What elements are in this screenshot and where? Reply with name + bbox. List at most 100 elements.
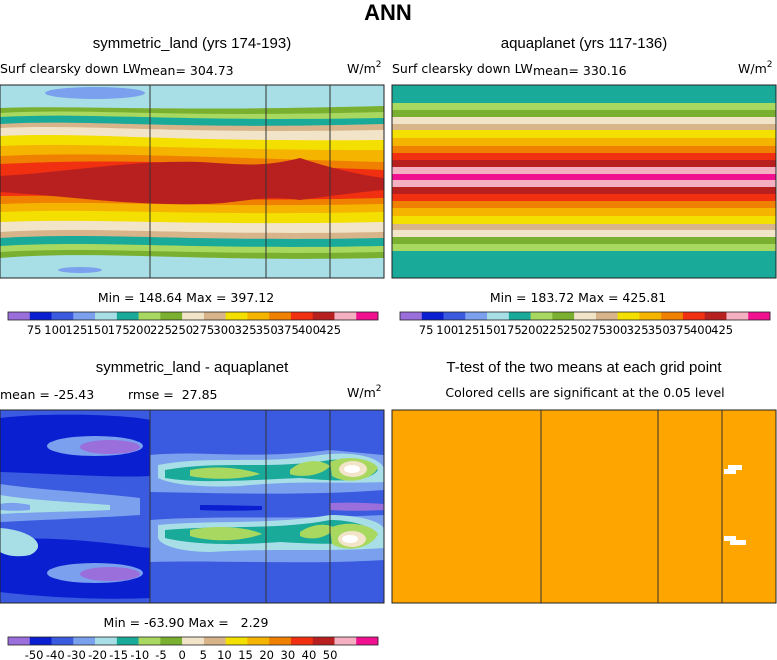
colorbar-tick-label: 250	[563, 323, 585, 337]
colorbar-tick-label: 325	[627, 323, 649, 337]
colorbar: -50 -40 -30 -20 -15 -10 -5 0 5 10 15 20 30 40 50	[7, 636, 379, 660]
colorbar-tick-label: -10	[130, 648, 149, 660]
colorbar-swatch	[574, 312, 597, 320]
colorbar-swatch	[530, 312, 553, 320]
colorbar-swatch	[8, 312, 31, 320]
variable-label: Surf clearsky down LW	[0, 61, 141, 76]
colorbar-tick-label: 50	[323, 648, 338, 660]
colorbar-swatch	[29, 312, 52, 320]
colorbar-swatch	[595, 312, 618, 320]
colorbar-tick-label: 225	[542, 323, 564, 337]
colorbar-tick-label: 40	[302, 648, 317, 660]
colorbar-swatch	[73, 312, 96, 320]
colorbar-swatch	[160, 312, 183, 320]
colorbar-swatch	[160, 637, 183, 645]
colorbar-swatch	[356, 312, 379, 320]
colorbar-swatch	[116, 312, 139, 320]
colorbar-tick-label: 150	[87, 323, 109, 337]
panel-title: symmetric_land (yrs 174-193)	[93, 35, 291, 52]
plot-frame	[0, 84, 385, 279]
plot-frame	[391, 84, 777, 279]
colorbar-tick-label: 300	[213, 323, 235, 337]
colorbar-swatch	[247, 637, 270, 645]
colorbar-swatch	[682, 312, 706, 320]
colorbar-swatch	[704, 312, 727, 320]
panel-title: T-test of the two means at each grid poi…	[446, 359, 722, 376]
colorbar-tick-label: 350	[648, 323, 670, 337]
panel-ttest: T-test of the two means at each grid poi…	[391, 359, 777, 604]
colorbar-swatch	[247, 312, 270, 320]
colorbar-swatch	[8, 637, 31, 645]
colorbar-tick-label: 30	[281, 648, 296, 660]
colorbar-tick-label: 20	[259, 648, 274, 660]
colorbar-tick-label: 125	[65, 323, 87, 337]
colorbar-swatch	[203, 312, 226, 320]
colorbar-swatch	[95, 637, 118, 645]
units-label: W/m2	[738, 60, 772, 76]
colorbar-swatch	[269, 637, 292, 645]
colorbar-frame	[7, 636, 379, 646]
colorbar-tick-label: 75	[27, 323, 42, 337]
variable-label: Surf clearsky down LW	[392, 61, 533, 76]
contour-field	[0, 410, 384, 603]
panel-title: aquaplanet (yrs 117-136)	[501, 35, 668, 52]
colorbar-swatch	[269, 312, 292, 320]
colorbar-swatch	[51, 637, 74, 645]
plot-frame	[0, 409, 385, 604]
panel-symmetric-land: symmetric_land (yrs 174-193) Surf clears…	[0, 35, 385, 337]
colorbar-swatch	[138, 312, 161, 320]
colorbar-tick-label: 100	[436, 323, 458, 337]
colorbar-tick-label: 275	[584, 323, 606, 337]
colorbar-tick-label: 275	[192, 323, 214, 337]
colorbar-tick-label: 350	[256, 323, 278, 337]
colorbar-swatch	[203, 637, 226, 645]
mean-label: mean = -25.43	[0, 387, 94, 402]
colorbar-swatch	[312, 637, 335, 645]
panel-aquaplanet: aquaplanet (yrs 117-136) Surf clearsky d…	[391, 35, 777, 337]
colorbar-swatch	[639, 312, 662, 320]
colorbar-swatch	[487, 312, 510, 320]
colorbar-swatch	[726, 312, 749, 320]
colorbar-tick-label: 425	[319, 323, 341, 337]
colorbar-frame	[7, 311, 379, 321]
rmse-label: rmse = 27.85	[128, 387, 217, 402]
colorbar-swatch	[400, 312, 423, 320]
colorbar: 75 100 125 150 175 200 225 250 275 300 325 350 375 40…	[399, 311, 771, 337]
colorbar-swatch	[552, 312, 575, 320]
colorbar-swatch	[290, 312, 314, 320]
colorbar-swatch	[421, 312, 444, 320]
colorbar-tick-label: 10	[217, 648, 232, 660]
colorbar-tick-label: 175	[500, 323, 522, 337]
panel-difference: symmetric_land - aquaplanet mean = -25.4…	[0, 359, 385, 660]
mean-label: mean= 304.73	[140, 63, 234, 78]
significance-field	[392, 410, 776, 603]
colorbar-tick-label: 375	[277, 323, 299, 337]
colorbar-swatch	[356, 637, 379, 645]
colorbar-swatch	[73, 637, 96, 645]
colorbar-swatch	[225, 637, 248, 645]
stats-label: Min = 148.64 Max = 397.12	[98, 290, 274, 305]
units-label: W/m2	[347, 384, 381, 400]
colorbar-tick-label: 15	[238, 648, 253, 660]
contour-field	[392, 85, 776, 278]
colorbar-tick-label: 150	[479, 323, 501, 337]
colorbar-tick-label: 200	[521, 323, 543, 337]
colorbar-swatch	[312, 312, 335, 320]
mean-label: mean= 330.16	[533, 63, 627, 78]
figure-title: ANN	[364, 0, 412, 25]
colorbar-tick-label: 400	[298, 323, 320, 337]
colorbar-tick-label: 75	[419, 323, 434, 337]
colorbar-tick-label: -15	[109, 648, 128, 660]
colorbar-swatch	[334, 312, 357, 320]
colorbar-swatch	[661, 312, 684, 320]
colorbar-swatch	[95, 312, 118, 320]
colorbar-tick-label: 100	[44, 323, 66, 337]
colorbar-swatch	[182, 312, 205, 320]
colorbar-swatch	[29, 637, 52, 645]
colorbar-swatch	[51, 312, 74, 320]
colorbar-swatch	[748, 312, 771, 320]
colorbar-tick-label: -50	[25, 648, 44, 660]
panel-title: symmetric_land - aquaplanet	[96, 359, 289, 376]
colorbar-tick-label: 5	[200, 648, 207, 660]
